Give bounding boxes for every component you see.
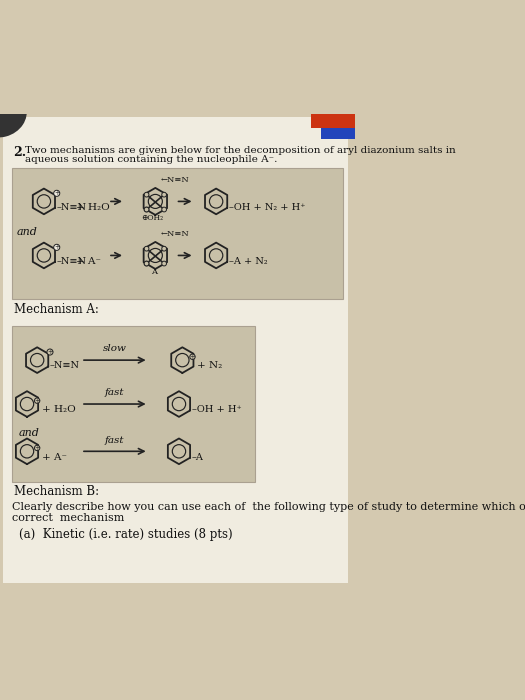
- Text: + H₂O: + H₂O: [42, 405, 76, 414]
- Circle shape: [47, 349, 53, 355]
- FancyBboxPatch shape: [321, 129, 354, 139]
- Text: (a)  Kinetic (i.e. rate) studies (8 pts): (a) Kinetic (i.e. rate) studies (8 pts): [19, 528, 233, 540]
- Text: +: +: [34, 397, 40, 405]
- Text: + A⁻: + A⁻: [42, 453, 67, 462]
- FancyBboxPatch shape: [12, 167, 343, 300]
- Circle shape: [162, 246, 166, 251]
- Circle shape: [35, 398, 40, 403]
- Text: + A⁻: + A⁻: [76, 257, 101, 266]
- Text: fast: fast: [105, 389, 124, 398]
- Text: ←N≡N: ←N≡N: [161, 176, 190, 184]
- Circle shape: [162, 207, 166, 212]
- Text: +: +: [190, 353, 195, 360]
- FancyBboxPatch shape: [311, 113, 354, 129]
- Text: –N≡N: –N≡N: [50, 361, 80, 370]
- Text: + N₂: + N₂: [197, 361, 223, 370]
- Text: slow: slow: [103, 344, 127, 354]
- Text: ←N≡N: ←N≡N: [161, 230, 190, 238]
- Text: Mechanism A:: Mechanism A:: [14, 302, 98, 316]
- Text: Two mechanisms are given below for the decomposition of aryl diazonium salts in: Two mechanisms are given below for the d…: [25, 146, 456, 155]
- Circle shape: [162, 261, 166, 266]
- Text: and: and: [19, 428, 40, 438]
- Text: –N≡N: –N≡N: [57, 203, 87, 212]
- Circle shape: [54, 244, 60, 251]
- Circle shape: [144, 207, 149, 212]
- Circle shape: [144, 261, 149, 266]
- Circle shape: [144, 207, 149, 212]
- Text: –OH + H⁺: –OH + H⁺: [192, 405, 242, 414]
- FancyBboxPatch shape: [12, 326, 255, 482]
- Text: –OH + N₂ + H⁺: –OH + N₂ + H⁺: [229, 203, 306, 212]
- Circle shape: [144, 261, 149, 266]
- FancyBboxPatch shape: [3, 117, 348, 583]
- Text: aqueous solution containing the nucleophile A⁻.: aqueous solution containing the nucleoph…: [25, 155, 277, 164]
- Text: A: A: [151, 267, 157, 276]
- Text: –A: –A: [192, 453, 204, 462]
- Text: +: +: [54, 244, 60, 251]
- Text: + H₂O: + H₂O: [76, 203, 110, 212]
- Text: –A + N₂: –A + N₂: [229, 257, 268, 266]
- Text: +: +: [54, 189, 60, 197]
- Circle shape: [162, 193, 166, 197]
- Circle shape: [54, 190, 60, 196]
- Text: ⊕OH₂: ⊕OH₂: [141, 214, 163, 222]
- Text: and: and: [17, 227, 38, 237]
- Circle shape: [190, 354, 195, 360]
- Circle shape: [144, 246, 149, 251]
- Circle shape: [35, 445, 40, 451]
- Ellipse shape: [0, 90, 27, 137]
- Circle shape: [144, 193, 149, 197]
- Text: –N≡N: –N≡N: [57, 257, 87, 266]
- Text: Mechanism B:: Mechanism B:: [14, 485, 99, 498]
- Text: +: +: [34, 444, 40, 452]
- Text: 2.: 2.: [14, 146, 27, 159]
- Text: Clearly describe how you can use each of  the following type of study to determi: Clearly describe how you can use each of…: [12, 502, 525, 512]
- Text: +: +: [47, 348, 53, 356]
- Text: fast: fast: [105, 435, 124, 444]
- Text: correct  mechanism: correct mechanism: [12, 513, 124, 523]
